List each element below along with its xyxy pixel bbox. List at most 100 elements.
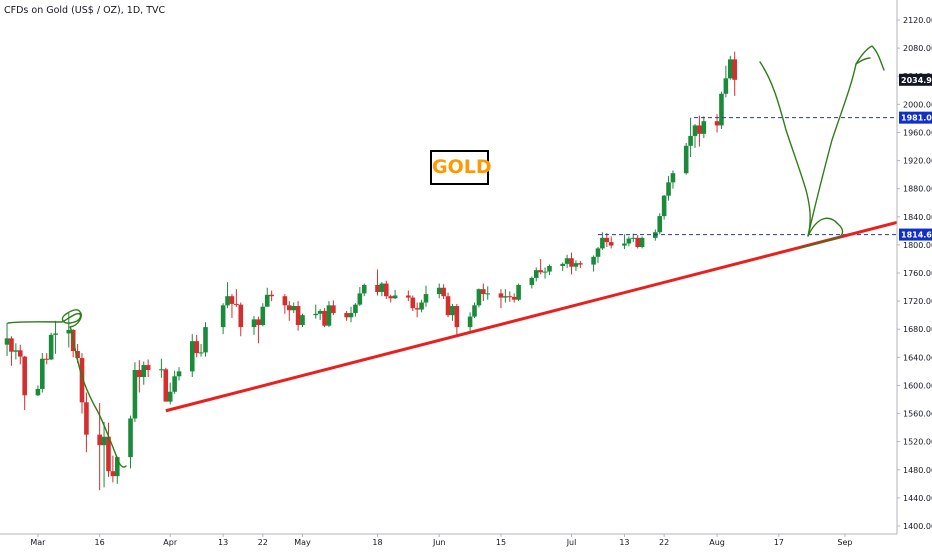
candle[interactable] bbox=[22, 355, 27, 411]
candle[interactable] bbox=[485, 286, 491, 300]
gold-text-annotation[interactable]: GOLD bbox=[430, 150, 492, 185]
candle[interactable] bbox=[569, 252, 574, 275]
candle[interactable] bbox=[189, 334, 195, 378]
candle[interactable] bbox=[533, 267, 539, 282]
candle[interactable] bbox=[719, 91, 724, 129]
candle[interactable] bbox=[361, 283, 367, 297]
candle[interactable] bbox=[419, 299, 424, 313]
candle[interactable] bbox=[35, 385, 41, 396]
candle[interactable] bbox=[282, 294, 288, 314]
candle[interactable] bbox=[13, 343, 19, 360]
candle[interactable] bbox=[203, 322, 208, 357]
candle[interactable] bbox=[406, 290, 411, 302]
candle[interactable] bbox=[114, 456, 120, 484]
candle[interactable] bbox=[608, 236, 614, 249]
candle[interactable] bbox=[635, 235, 640, 249]
candle[interactable] bbox=[547, 264, 552, 276]
candle[interactable] bbox=[220, 303, 226, 335]
candle[interactable] bbox=[392, 289, 398, 300]
candle[interactable] bbox=[450, 303, 455, 321]
candle[interactable] bbox=[600, 232, 605, 250]
candle[interactable] bbox=[564, 254, 570, 269]
candle[interactable] bbox=[503, 289, 508, 303]
candle[interactable] bbox=[723, 65, 729, 98]
candle[interactable] bbox=[326, 301, 332, 328]
candle[interactable] bbox=[626, 236, 632, 247]
freehand-stroke[interactable] bbox=[807, 45, 885, 237]
candle[interactable] bbox=[414, 302, 420, 318]
candle[interactable] bbox=[714, 114, 720, 133]
candle[interactable] bbox=[132, 362, 138, 422]
freehand-stroke[interactable] bbox=[855, 57, 871, 65]
candle[interactable] bbox=[516, 283, 521, 302]
candle[interactable] bbox=[639, 236, 645, 249]
candle[interactable] bbox=[251, 315, 257, 335]
candle[interactable] bbox=[198, 343, 204, 357]
candle[interactable] bbox=[388, 294, 394, 303]
candle[interactable] bbox=[101, 421, 107, 488]
candle[interactable] bbox=[269, 290, 274, 302]
candle[interactable] bbox=[454, 303, 460, 337]
candle[interactable] bbox=[498, 289, 504, 309]
candle[interactable] bbox=[194, 334, 199, 358]
candle[interactable] bbox=[163, 367, 169, 402]
candle[interactable] bbox=[238, 302, 244, 337]
candle[interactable] bbox=[295, 301, 301, 331]
candle[interactable] bbox=[313, 304, 319, 319]
candle[interactable] bbox=[260, 303, 266, 327]
candle[interactable] bbox=[300, 313, 305, 328]
candle[interactable] bbox=[384, 280, 389, 300]
candle[interactable] bbox=[375, 269, 380, 296]
candle[interactable] bbox=[481, 283, 486, 302]
candle[interactable] bbox=[529, 276, 535, 289]
candle[interactable] bbox=[84, 392, 89, 453]
candle[interactable] bbox=[234, 289, 239, 307]
candle[interactable] bbox=[670, 170, 676, 189]
candle[interactable] bbox=[542, 267, 548, 279]
candle[interactable] bbox=[172, 370, 177, 394]
candle[interactable] bbox=[40, 353, 45, 393]
candle[interactable] bbox=[445, 292, 451, 318]
candle[interactable] bbox=[357, 287, 363, 307]
candle[interactable] bbox=[256, 316, 261, 344]
candle[interactable] bbox=[622, 234, 627, 250]
candle[interactable] bbox=[141, 361, 147, 385]
candle[interactable] bbox=[573, 260, 579, 271]
candle[interactable] bbox=[264, 287, 270, 307]
candle[interactable] bbox=[701, 116, 707, 139]
candle[interactable] bbox=[97, 403, 102, 491]
freehand-stroke[interactable] bbox=[7, 309, 127, 468]
candle[interactable] bbox=[17, 344, 23, 365]
candle[interactable] bbox=[683, 142, 689, 175]
candle[interactable] bbox=[560, 262, 565, 271]
candle[interactable] bbox=[578, 261, 583, 269]
candle[interactable] bbox=[225, 282, 230, 309]
candle[interactable] bbox=[657, 213, 663, 235]
candle[interactable] bbox=[110, 455, 116, 483]
candle[interactable] bbox=[692, 124, 698, 148]
candle[interactable] bbox=[348, 306, 354, 323]
candle[interactable] bbox=[441, 284, 446, 300]
candle[interactable] bbox=[591, 255, 596, 272]
candle[interactable] bbox=[379, 282, 385, 297]
candle[interactable] bbox=[128, 415, 133, 469]
candle[interactable] bbox=[44, 353, 50, 365]
candle[interactable] bbox=[604, 232, 610, 247]
candle[interactable] bbox=[732, 51, 737, 96]
candle[interactable] bbox=[167, 382, 173, 405]
level-high-tag[interactable]: 1981.04 bbox=[899, 111, 932, 124]
candle[interactable] bbox=[727, 55, 733, 80]
candle[interactable] bbox=[697, 115, 702, 147]
candle[interactable] bbox=[4, 322, 10, 356]
candle[interactable] bbox=[353, 303, 358, 317]
candle[interactable] bbox=[317, 308, 323, 321]
candle[interactable] bbox=[538, 258, 543, 275]
candle[interactable] bbox=[666, 176, 671, 201]
candle[interactable] bbox=[507, 291, 513, 302]
candle[interactable] bbox=[9, 336, 14, 366]
candle[interactable] bbox=[286, 301, 292, 321]
candle[interactable] bbox=[595, 246, 601, 264]
candle[interactable] bbox=[106, 422, 111, 477]
